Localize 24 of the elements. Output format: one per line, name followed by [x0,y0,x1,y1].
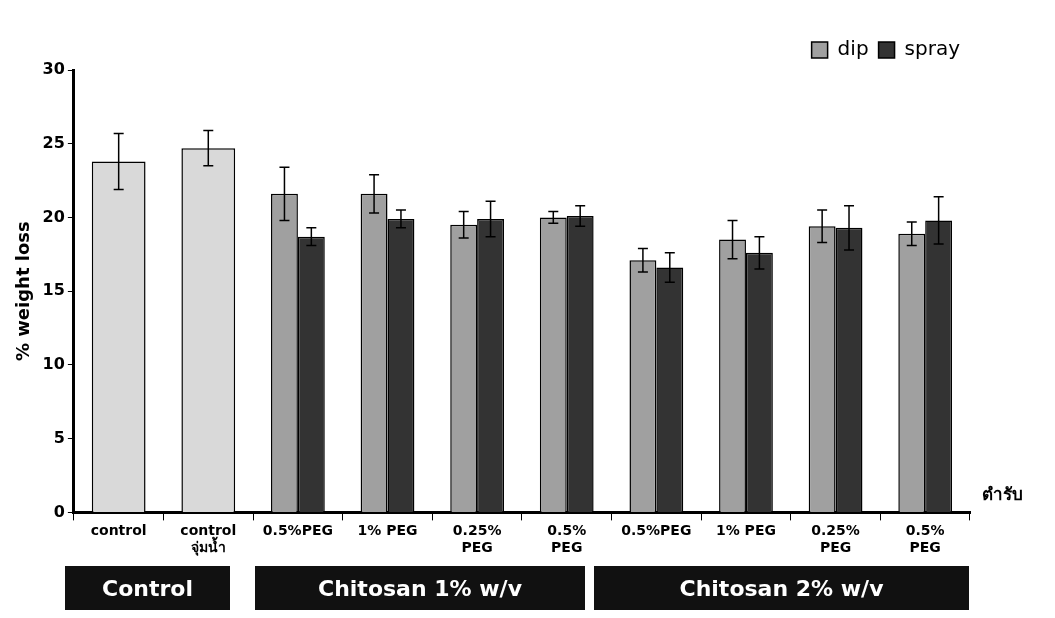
x-tick-label: 0.25% PEG [452,522,502,556]
x-tick-label: control จุ่มน้ำ [180,522,237,557]
y-tick-label: 30 [42,59,65,79]
x-axis-title: ตำรับ [982,484,1023,505]
y-tick-label: 25 [42,132,65,152]
x-tick-label: control [90,522,147,539]
x-tick-label: 0.25% PEG [811,522,860,556]
legend-label: dip [837,36,869,61]
text: Control [65,566,230,610]
y-tick-label: 15 [42,280,65,300]
y-axis-title: % weight loss [12,221,34,362]
y-tick-label: 5 [53,427,65,447]
x-tick-label: 0.5% PEG [905,522,945,556]
x-tick-label: 1% PEG [715,522,776,539]
legend-label: spray [904,36,961,61]
y-tick-label: 10 [42,354,65,374]
x-tick-label: 1% PEG [357,522,418,539]
text: Chitosan 2% w/v [594,566,969,610]
text: Chitosan 1% w/v [255,566,585,610]
x-tick-label: 0.5%PEG [621,522,692,539]
x-tick-label: 0.5% PEG [547,522,587,556]
y-tick-label: 20 [42,206,65,226]
y-tick-label: 0 [53,501,65,521]
x-tick-label: 0.5%PEG [262,522,333,539]
